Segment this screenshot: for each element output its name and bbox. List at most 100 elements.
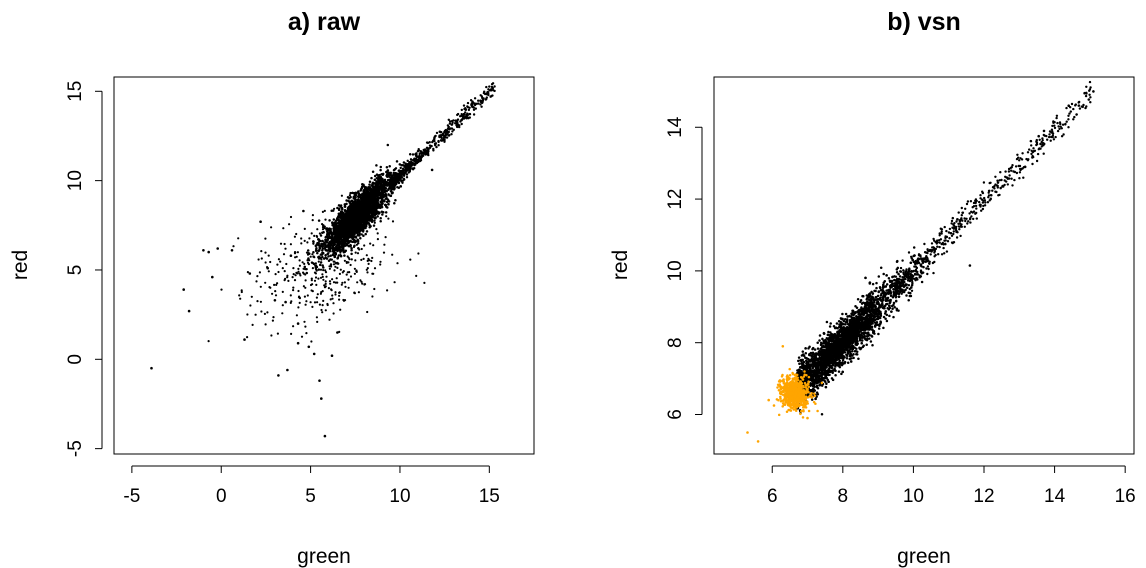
- data-point: [187, 309, 191, 313]
- data-point: [296, 322, 300, 325]
- data-point: [339, 308, 342, 311]
- data-point: [376, 201, 379, 205]
- data-point: [389, 171, 393, 175]
- data-point: [875, 281, 878, 285]
- data-point: [328, 318, 331, 321]
- data-point: [813, 385, 816, 389]
- data-point: [306, 253, 310, 256]
- data-point: [387, 203, 390, 206]
- data-point: [460, 108, 463, 112]
- data-point: [342, 224, 345, 227]
- data-point: [349, 244, 352, 248]
- data-point: [348, 209, 351, 213]
- data-point: [315, 248, 318, 251]
- data-point: [362, 207, 366, 211]
- data-point: [455, 119, 459, 123]
- data-point: [321, 239, 324, 242]
- data-point: [395, 160, 399, 163]
- data-point: [305, 268, 308, 271]
- data-point: [316, 301, 319, 304]
- data-point: [321, 264, 324, 267]
- data-point: [299, 274, 302, 277]
- data-point: [292, 286, 295, 289]
- data-point: [334, 229, 338, 232]
- data-point: [372, 224, 376, 227]
- data-point: [321, 275, 324, 278]
- plot-frame-vsn: [713, 76, 1135, 455]
- data-point: [332, 281, 336, 284]
- data-point: [232, 245, 235, 248]
- data-point: [396, 262, 399, 265]
- data-point: [277, 374, 280, 377]
- data-point: [487, 88, 490, 91]
- data-point: [361, 282, 364, 285]
- data-point: [379, 260, 382, 263]
- data-point: [292, 267, 295, 270]
- data-point: [379, 220, 382, 223]
- data-point: [211, 275, 214, 279]
- data-point: [798, 362, 801, 365]
- x-tick-label: 0: [216, 486, 227, 507]
- data-point: [437, 140, 440, 144]
- data-point: [905, 286, 909, 289]
- data-point: [349, 195, 352, 199]
- data-point: [314, 264, 317, 267]
- data-point: [316, 251, 319, 255]
- data-point: [358, 232, 361, 235]
- y-tick-label: 14: [665, 116, 686, 138]
- data-point: [343, 281, 346, 284]
- data-point: [365, 254, 368, 257]
- data-point: [322, 266, 325, 269]
- data-point: [327, 259, 331, 262]
- data-point: [493, 85, 496, 88]
- data-point: [434, 143, 437, 146]
- data-point: [337, 254, 340, 257]
- data-point: [462, 104, 466, 107]
- data-point: [360, 247, 363, 251]
- data-point: [381, 200, 384, 203]
- data-point: [358, 248, 361, 251]
- data-point: [428, 141, 431, 144]
- data-point: [373, 287, 376, 291]
- data-point: [358, 221, 361, 225]
- data-point: [294, 256, 297, 259]
- data-point: [330, 209, 333, 213]
- data-point: [356, 252, 360, 255]
- data-point: [259, 285, 262, 288]
- data-point: [346, 222, 349, 225]
- data-point: [264, 251, 267, 254]
- data-point: [332, 312, 335, 315]
- data-point: [305, 300, 308, 303]
- data-point: [884, 317, 887, 320]
- data-point: [840, 372, 843, 376]
- data-point: [300, 237, 303, 240]
- data-point: [268, 286, 271, 289]
- data-point: [321, 273, 324, 276]
- data-point: [338, 243, 341, 246]
- data-point: [279, 242, 283, 245]
- data-point: [468, 112, 471, 116]
- data-point: [417, 252, 420, 255]
- data-point: [360, 223, 364, 226]
- data-point: [292, 325, 295, 328]
- data-point: [435, 131, 439, 135]
- data-point: [797, 359, 800, 363]
- data-point: [450, 133, 453, 136]
- data-point: [470, 102, 474, 105]
- data-point: [319, 292, 322, 295]
- data-point: [266, 266, 270, 270]
- data-point: [345, 242, 349, 245]
- data-point: [371, 207, 374, 211]
- data-point: [277, 258, 280, 261]
- data-point: [443, 138, 446, 142]
- data-point: [258, 271, 261, 274]
- data-point: [386, 169, 389, 173]
- data-point: [326, 230, 329, 234]
- data-point: [426, 147, 430, 150]
- data-point: [336, 256, 340, 259]
- data-point: [306, 261, 310, 264]
- data-point: [309, 301, 312, 304]
- data-point: [311, 214, 314, 217]
- data-point: [341, 246, 345, 250]
